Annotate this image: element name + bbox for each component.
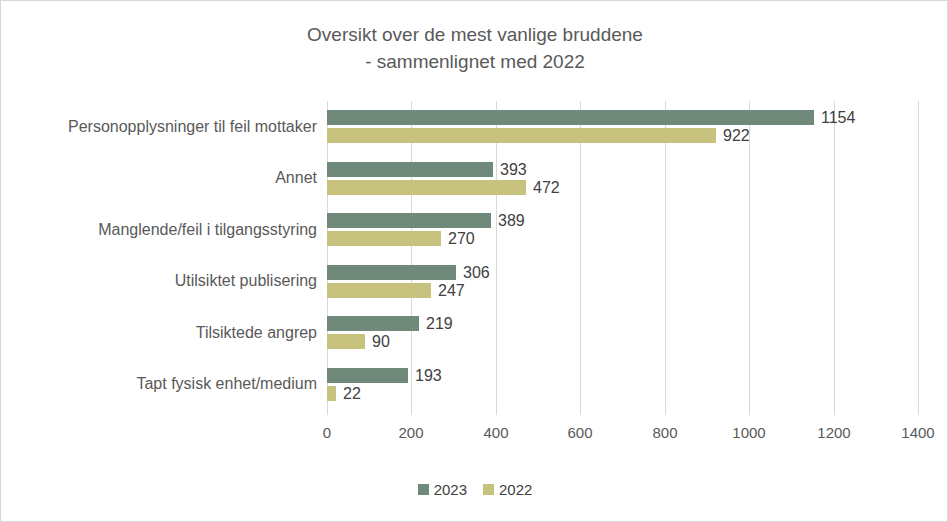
tickmark-600 [580,410,581,415]
chart-title-line2: - sammenlignet med 2022 [1,48,948,75]
x-tick-label-600: 600 [567,424,592,441]
bar-2023-1 [327,162,493,177]
legend-label-2023: 2023 [434,481,467,498]
tickmark-1000 [749,410,750,415]
x-tick-label-1200: 1200 [817,424,850,441]
legend-item-2022: 2022 [483,481,532,498]
x-tick-label-400: 400 [483,424,508,441]
tickmark-800 [665,410,666,415]
value-label-2023-3: 306 [463,265,490,280]
tickmark-1400 [918,410,919,415]
x-tick-label-200: 200 [398,424,423,441]
value-label-2023-0: 1154 [821,110,855,125]
gridline-1000 [749,101,750,410]
value-label-2022-4: 90 [372,334,390,349]
legend: 2023 2022 [1,481,948,498]
chart-frame: Oversikt over de mest vanlige bruddene -… [0,0,948,522]
gridline-200 [411,101,412,410]
x-tick-label-800: 800 [652,424,677,441]
gridline-800 [665,101,666,410]
category-label-5: Tapt fysisk enhet/medium [1,375,317,393]
gridline-0 [327,101,328,410]
bar-2022-2 [327,231,441,246]
legend-item-2023: 2023 [418,481,467,498]
bar-2022-0 [327,128,716,143]
tickmark-0 [327,410,328,415]
tickmark-200 [411,410,412,415]
bar-2023-0 [327,110,814,125]
gridline-1400 [918,101,919,410]
chart-title-line1: Oversikt over de mest vanlige bruddene [1,21,948,48]
x-tick-label-1000: 1000 [732,424,765,441]
gridline-600 [580,101,581,410]
category-label-2: Manglende/feil i tilgangsstyring [1,221,317,239]
x-tick-label-1400: 1400 [901,424,934,441]
x-tick-label-0: 0 [323,424,331,441]
value-label-2022-3: 247 [438,283,465,298]
value-label-2022-1: 472 [533,180,560,195]
value-label-2023-1: 393 [500,162,527,177]
category-label-1: Annet [1,169,317,187]
gridline-400 [496,101,497,410]
bar-2023-3 [327,265,456,280]
bar-2022-3 [327,283,431,298]
bar-2022-1 [327,180,526,195]
value-label-2022-2: 270 [448,231,475,246]
category-label-0: Personopplysninger til feil mottaker [1,118,317,136]
value-label-2023-2: 389 [498,213,525,228]
value-label-2023-4: 219 [426,316,453,331]
gridline-1200 [834,101,835,410]
bar-2023-2 [327,213,491,228]
category-label-4: Tilsiktede angrep [1,324,317,342]
legend-swatch-2023 [418,484,429,495]
value-label-2022-5: 22 [343,386,361,401]
value-label-2023-5: 193 [415,368,442,383]
bar-2022-5 [327,386,336,401]
bar-2022-4 [327,334,365,349]
tickmark-1200 [834,410,835,415]
legend-swatch-2022 [483,484,494,495]
legend-label-2022: 2022 [499,481,532,498]
plot-area: 1154 922 393 472 389 270 306 247 219 90 193 22 [327,101,918,410]
bar-2023-5 [327,368,408,383]
category-label-3: Utilsiktet publisering [1,272,317,290]
bar-2023-4 [327,316,419,331]
chart-title: Oversikt over de mest vanlige bruddene -… [1,21,948,75]
tickmark-400 [496,410,497,415]
value-label-2022-0: 922 [723,128,750,143]
